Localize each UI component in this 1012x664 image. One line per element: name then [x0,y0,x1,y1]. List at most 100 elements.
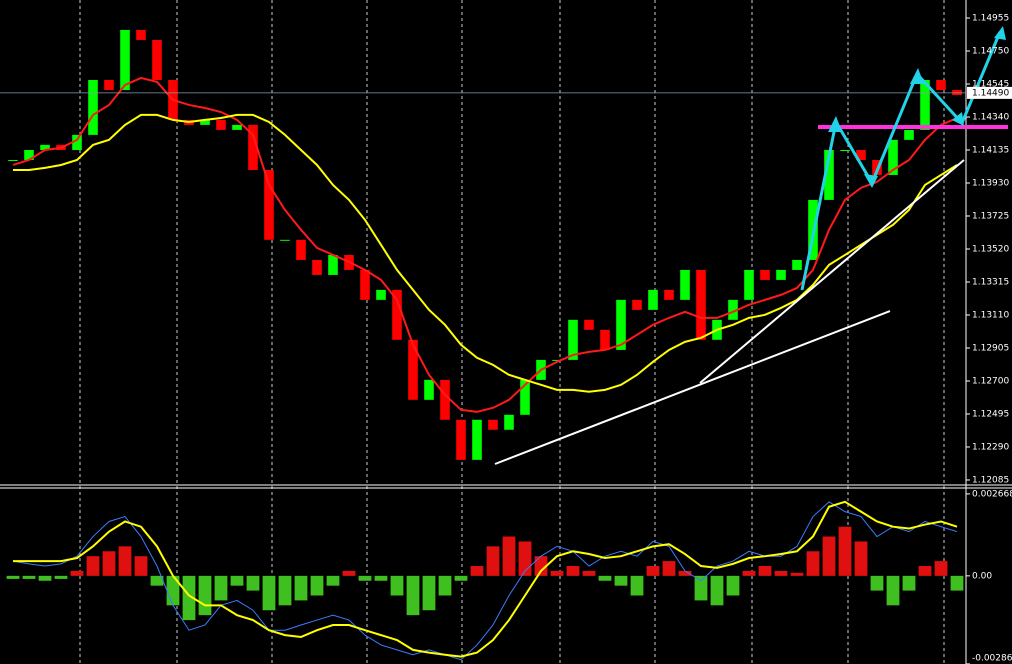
candle [40,144,50,151]
histogram-bar [118,546,132,576]
candle [88,79,98,135]
candle [104,79,114,90]
histogram-bar [742,570,756,576]
candle [888,139,898,175]
histogram-bar [310,575,324,596]
histogram-bar [70,570,84,576]
candle [424,379,434,400]
histogram-bar [422,575,436,611]
histogram-bar [438,575,452,596]
drawings [494,26,1008,465]
histogram-bar [390,575,404,596]
candle [408,339,418,400]
candle [616,299,626,350]
histogram-bar [134,556,148,576]
candle [392,289,402,340]
candle [296,239,306,260]
histogram-bar [534,556,548,576]
y-tick-label: 1.13520 [972,245,1009,255]
histogram-bar [102,551,116,576]
histogram-bar [326,575,340,586]
y-tick-label: 0.00 [972,571,992,581]
histogram-bar [358,575,372,581]
histogram-bar [294,575,308,601]
histogram-bar [86,556,100,576]
histogram-bar [246,575,260,591]
candle [200,119,210,125]
histogram-bar [694,575,708,601]
candle [472,419,482,460]
histogram-bar [566,566,580,576]
histogram-bar [262,575,276,611]
histogram-bar [486,546,500,576]
y-tick-label: 1.14545 [972,80,1009,90]
histogram-bar [822,536,836,576]
histogram-bar [406,575,420,616]
indicator-line [13,500,958,658]
histogram-bar [470,566,484,576]
moving-average [12,76,958,413]
candle [952,89,962,95]
candle [312,259,322,275]
moving-average [13,113,958,393]
candle [568,319,578,360]
plot [0,29,966,661]
candle [856,150,866,160]
y-tick-label: -0.002868 [972,654,1012,664]
trend-line [494,310,891,465]
y-tick-label: 1.14340 [972,113,1009,123]
candle [728,299,738,320]
histogram-bar [22,575,36,579]
histogram-bar [774,570,788,576]
candle [72,134,82,151]
histogram-bar [902,575,916,591]
histogram-bar [278,575,292,606]
arrow-head [910,68,924,84]
current-price-box [967,86,1012,99]
candle [520,379,530,415]
candle [328,254,338,275]
histogram-bar [54,575,68,579]
histogram-bar [598,575,612,581]
y-tick-label: 1.12495 [972,409,1009,419]
histogram-bar [582,570,596,576]
candle [152,39,162,80]
arrow-head [994,26,1006,40]
candle [376,289,386,300]
wave-arrows [800,31,1002,291]
y-tick-label: 1.13930 [972,179,1009,189]
y-tick-label: 1.12905 [972,343,1009,353]
candle [760,269,770,280]
candle [8,159,18,161]
axis-labels: 1.14955 1.14750 1.14545 1.14340 1.14135 1.139… [966,14,1012,664]
histogram-bar [38,575,52,581]
vertical-grid [79,0,945,664]
candle [248,124,258,170]
trend-line [699,159,965,384]
candle [504,414,514,430]
y-tick-label: 1.13725 [972,212,1009,222]
candle [648,289,658,310]
candle [440,379,450,420]
y-tick-label: 1.12700 [972,376,1009,386]
arrow-head [952,112,964,126]
histogram-bar [886,575,900,606]
histogram-bar [918,566,932,576]
histogram-bar [550,570,564,576]
y-tick-label: 1.14955 [972,14,1009,24]
candle [680,269,690,300]
candle [632,299,642,310]
candle [696,269,706,340]
y-tick-label: 1.12085 [972,475,1009,485]
candle [264,169,274,240]
histogram-bar [198,575,212,616]
histogram-bar [950,575,964,591]
candle [744,269,754,300]
candle [24,150,34,160]
histogram-bar [838,526,852,576]
histogram-bar [662,561,676,576]
y-tick-label: 1.14135 [972,146,1009,156]
histogram-bar [182,575,196,621]
candle [488,419,498,430]
candle [600,329,610,350]
